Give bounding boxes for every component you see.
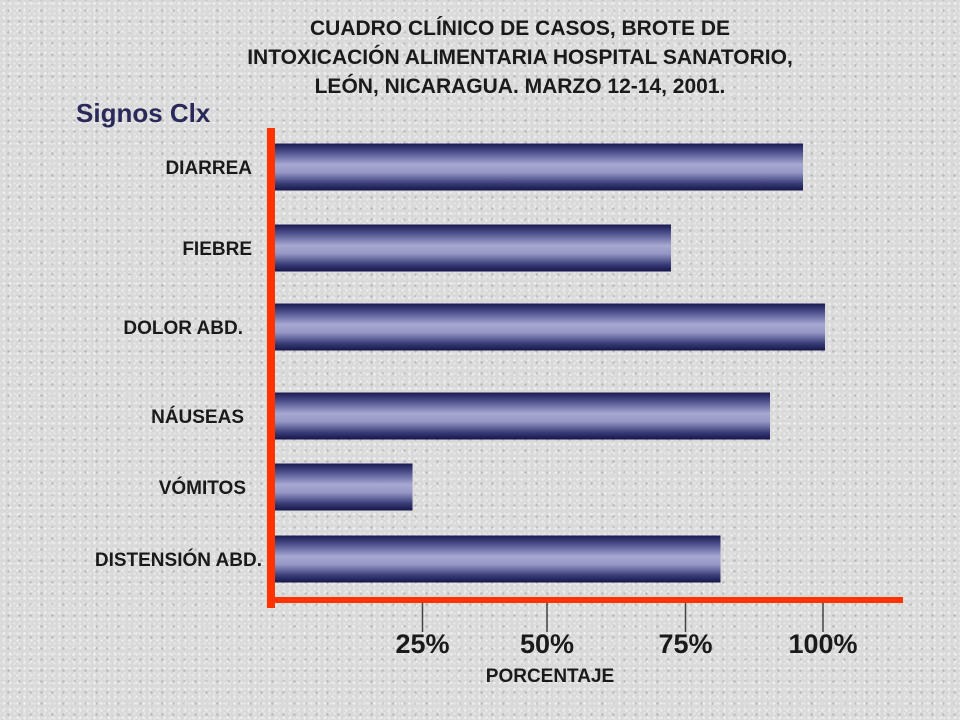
bar-1: [272, 224, 671, 272]
bar-4: [272, 463, 413, 511]
bar-5: [272, 535, 721, 583]
category-label-5: DISTENSIÓN ABD.: [95, 549, 262, 571]
category-label-4: VÓMITOS: [159, 477, 246, 499]
bar-0: [272, 143, 803, 191]
chart-title-line-2: INTOXICACIÓN ALIMENTARIA HOSPITAL SANATO…: [247, 46, 793, 69]
category-label-3: NÁUSEAS: [151, 406, 244, 428]
bar-3: [272, 392, 770, 440]
x-tick-label-1: 50%: [520, 629, 574, 659]
category-label-1: FIEBRE: [182, 239, 252, 260]
bar-2: [272, 303, 825, 351]
chart-title-line-1: CUADRO CLÍNICO DE CASOS, BROTE DE: [309, 17, 731, 40]
category-label-2: DOLOR ABD.: [123, 318, 243, 339]
y-axis-title: Signos Clx: [76, 98, 211, 128]
chart-title: CUADRO CLÍNICO DE CASOS, BROTE DE INTOXI…: [150, 14, 890, 101]
chart-title-line-3: LEÓN, NICARAGUA. MARZO 12-14, 2001.: [314, 75, 726, 98]
category-label-0: DIARREA: [165, 158, 252, 179]
x-tick-label-2: 75%: [658, 629, 712, 659]
x-tick-label-0: 25%: [395, 629, 449, 659]
x-axis-title: PORCENTAJE: [485, 666, 615, 687]
x-tick-label-3: 100%: [788, 629, 857, 659]
